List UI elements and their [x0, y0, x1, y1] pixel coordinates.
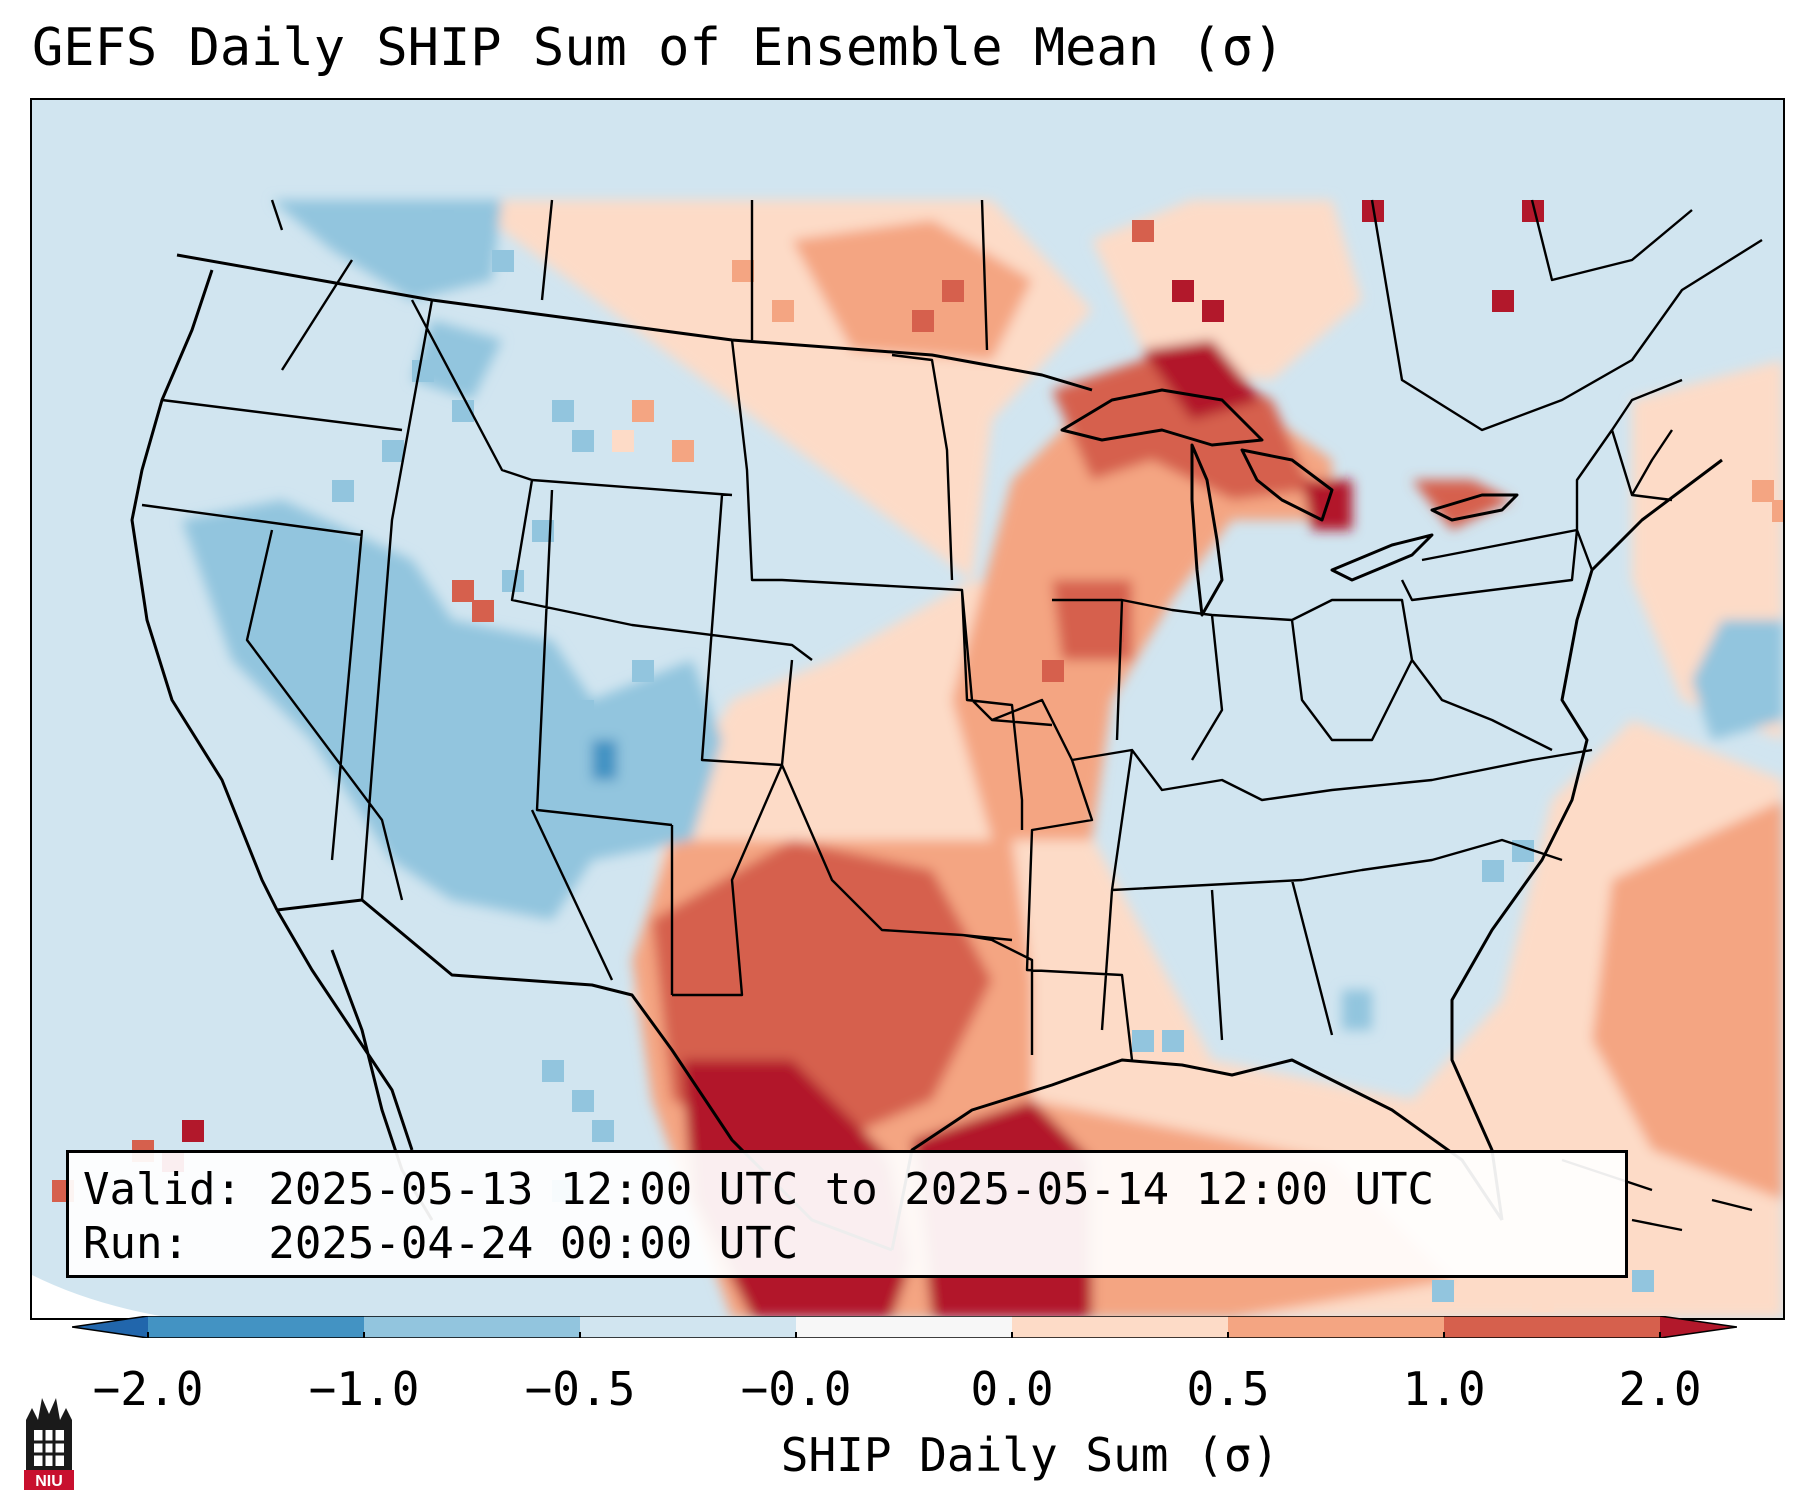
state-borders [141, 259, 1683, 1061]
anomaly-gridcell [942, 280, 964, 302]
anomaly-gridcell [412, 360, 434, 382]
anomaly-gridcell [1132, 1030, 1154, 1052]
anomaly-gridcell [1532, 1290, 1554, 1312]
anomaly-gridcell [832, 250, 854, 272]
anomaly-region [1342, 990, 1372, 1030]
lake-huron [1240, 448, 1334, 522]
colorbar-label: SHIP Daily Sum (σ) [780, 1428, 1280, 1482]
anomaly-gridcell [612, 430, 634, 452]
map-panel [30, 98, 1785, 1320]
anomaly-gridcell [182, 1120, 204, 1142]
lake-superior [1060, 388, 1264, 447]
atlantic-coast [1450, 458, 1723, 1221]
valid-run-box: Valid: 2025-05-13 12:00 UTC to 2025-05-1… [66, 1150, 1628, 1278]
anomaly-gridcell [1492, 290, 1514, 312]
anomaly-region [592, 740, 617, 780]
anomaly-gridcell [552, 400, 574, 422]
anomaly-gridcell [592, 1120, 614, 1142]
anomaly-gridcell [1632, 1270, 1654, 1292]
colorbar-tick: −0.5 [524, 1362, 636, 1416]
anomaly-region [1412, 480, 1512, 530]
colorbar-tick: 1.0 [1402, 1362, 1486, 1416]
anomaly-gridcell [1752, 480, 1774, 502]
colorbar-extend-low [72, 1316, 148, 1338]
colorbar-extend-high [1660, 1316, 1737, 1338]
anomaly-gridcell [1162, 1030, 1184, 1052]
anomaly-gridcell [452, 580, 474, 602]
colorbar-segment [1228, 1316, 1445, 1338]
run-time-text: Run: 2025-04-24 00:00 UTC [83, 1218, 799, 1269]
anomaly-gridcell [1522, 200, 1544, 222]
anomaly-region [1592, 800, 1783, 1200]
anomaly-gridcell [332, 480, 354, 502]
anomaly-region [1092, 200, 1362, 380]
colorbar-tick: −1.0 [308, 1362, 420, 1416]
colorbar-tick: −0.0 [740, 1362, 852, 1416]
anomaly-gridcell [472, 600, 494, 622]
anomaly-gridcell [1042, 660, 1064, 682]
anomaly-gridcell [652, 710, 674, 732]
colorbar [72, 1316, 1737, 1338]
anomaly-region [1692, 620, 1783, 740]
anomaly-gridcell [462, 230, 484, 252]
pacific-coast [130, 269, 279, 911]
anomaly-region [952, 390, 1332, 840]
colorbar-segment [364, 1316, 581, 1338]
colorbar-segment [1444, 1316, 1660, 1338]
anomaly-gridcell [732, 260, 754, 282]
colorbar-tick: 0.5 [1186, 1362, 1270, 1416]
niu-logo-text: NIU [35, 1473, 63, 1490]
colorbar-segment [1012, 1316, 1229, 1338]
anomaly-gridcell [532, 520, 554, 542]
lake-ontario [1430, 493, 1519, 522]
anomaly-gridcell [432, 210, 454, 232]
colorbar-segment [148, 1316, 365, 1338]
gulf-coast [890, 1058, 1504, 1251]
anomaly-gridcell [632, 400, 654, 422]
anomaly-gridcell [772, 300, 794, 322]
anomaly-gridcell [542, 1060, 564, 1082]
chart-title: GEFS Daily SHIP Sum of Ensemble Mean (σ) [32, 18, 1285, 78]
colorbar-segment [580, 1316, 797, 1338]
anomaly-gridcell [1202, 300, 1224, 322]
colorbar-segment [796, 1316, 1013, 1338]
anomaly-gridcell [912, 310, 934, 332]
anomaly-gridcell [502, 570, 524, 592]
anomaly-gridcell [1482, 860, 1504, 882]
colorbar-tick: 2.0 [1618, 1362, 1702, 1416]
colorbar-tick: −2.0 [92, 1362, 204, 1416]
us-canada-border [176, 253, 1093, 392]
anomaly-gridcell [1102, 620, 1124, 642]
canada-borders [270, 199, 1763, 432]
projection-edge [32, 1275, 172, 1318]
niu-logo: NIU [24, 1398, 74, 1490]
anomaly-gridcell [632, 660, 654, 682]
anomaly-gridcell [1132, 220, 1154, 242]
anomaly-gridcell [1772, 500, 1783, 522]
anomaly-gridcell [572, 430, 594, 452]
lake-michigan [1190, 443, 1224, 617]
anomaly-gridcell [1172, 280, 1194, 302]
anomaly-gridcell [492, 250, 514, 272]
map-svg [32, 199, 1783, 1318]
anomaly-region [182, 500, 722, 920]
anomaly-gridcell [1432, 1280, 1454, 1302]
anomaly-gridcell [572, 700, 594, 722]
anomaly-gridcell [382, 440, 404, 462]
lake-erie [1330, 533, 1434, 582]
colorbar-tick: 0.0 [970, 1362, 1054, 1416]
anomaly-region [1142, 340, 1262, 420]
valid-time-text: Valid: 2025-05-13 12:00 UTC to 2025-05-1… [83, 1164, 1435, 1215]
anomaly-gridcell [672, 440, 694, 462]
anomaly-gridcell [572, 1090, 594, 1112]
anomaly-gridcell [892, 280, 914, 302]
